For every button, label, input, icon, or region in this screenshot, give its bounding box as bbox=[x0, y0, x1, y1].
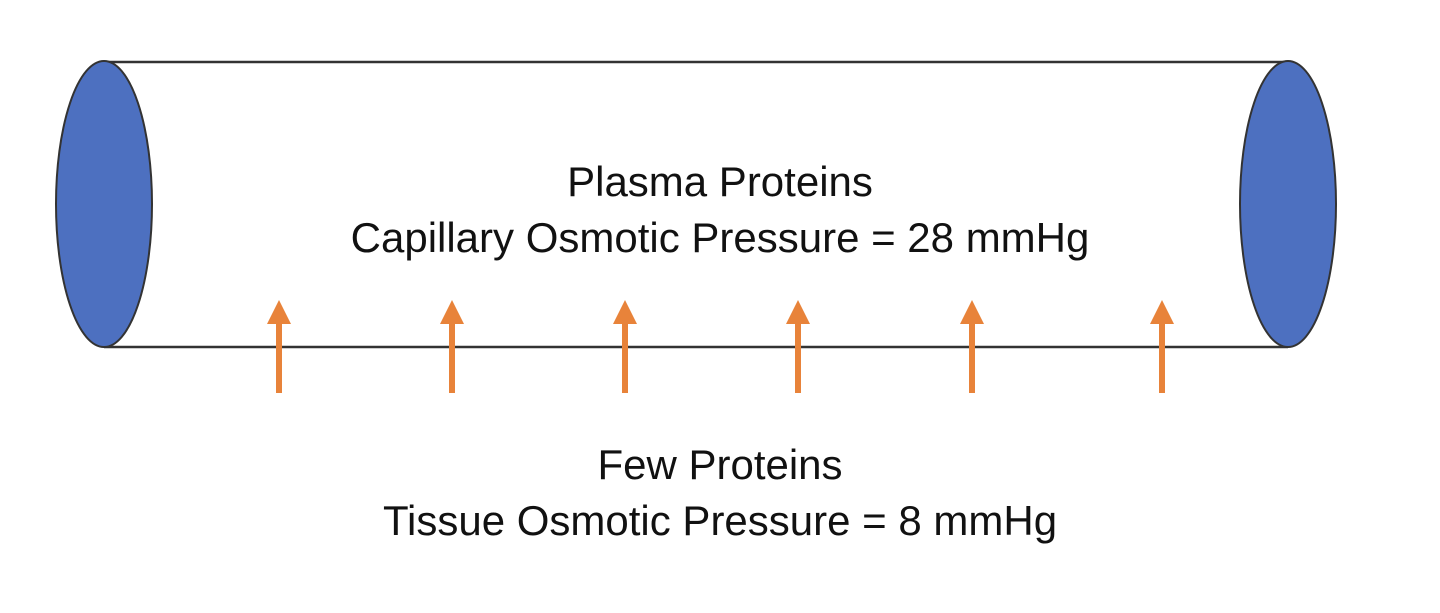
capillary-osmotic-pressure-text: Capillary Osmotic Pressure = 28 mmHg bbox=[350, 214, 1090, 261]
osmotic-arrows bbox=[267, 300, 1174, 393]
capillary-right-end bbox=[1239, 60, 1337, 348]
up-arrow-icon bbox=[1150, 300, 1174, 393]
up-arrow-icon bbox=[960, 300, 984, 393]
few-proteins-text: Few Proteins bbox=[597, 441, 843, 488]
up-arrow-icon bbox=[267, 300, 291, 393]
up-arrow-icon bbox=[440, 300, 464, 393]
up-arrow-icon bbox=[786, 300, 810, 393]
tissue-osmotic-pressure-text: Tissue Osmotic Pressure = 8 mmHg bbox=[382, 497, 1058, 544]
capillary-left-end bbox=[55, 60, 153, 348]
tissue-label: Few Proteins Tissue Osmotic Pressure = 8… bbox=[0, 437, 1440, 549]
plasma-label: Plasma Proteins Capillary Osmotic Pressu… bbox=[0, 154, 1440, 266]
plasma-proteins-text: Plasma Proteins bbox=[567, 158, 873, 205]
up-arrow-icon bbox=[613, 300, 637, 393]
